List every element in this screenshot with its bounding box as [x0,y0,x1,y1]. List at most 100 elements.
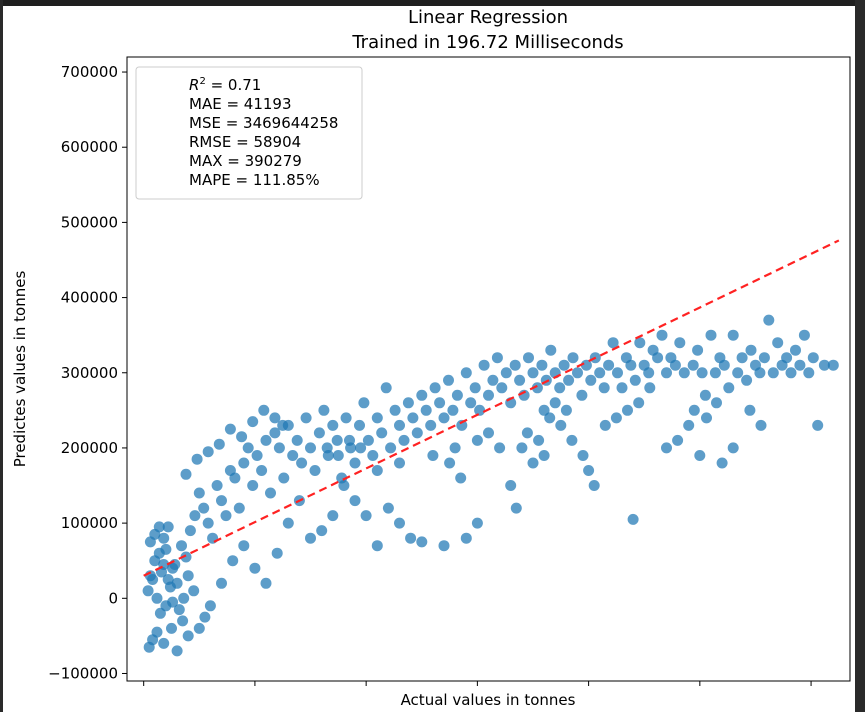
y-tick-label: −100000 [48,664,118,682]
data-point [376,427,388,439]
data-point [216,495,227,507]
data-point [316,525,328,537]
data-point [321,442,333,454]
data-point [405,532,417,544]
data-point [220,510,232,522]
data-point [656,329,668,341]
data-point [560,404,572,416]
metric-mape: MAPE = 111.85% [189,171,320,189]
data-point [238,540,250,552]
data-point [411,427,423,439]
data-point [355,442,367,454]
data-point [544,412,556,424]
data-point [265,487,276,499]
data-point [583,465,595,476]
data-point [193,487,205,499]
data-point [716,457,728,469]
data-point [696,367,708,379]
data-point [371,412,383,424]
data-point [558,359,570,371]
window-top-edge [0,0,865,6]
data-point [538,450,550,461]
data-point [491,352,503,364]
data-point [577,450,589,461]
data-point [332,450,344,461]
data-point [142,585,154,597]
data-point [160,543,172,555]
scatter-points [142,314,839,657]
data-point [434,397,446,409]
data-point [229,472,241,484]
data-point [151,626,163,638]
data-point [527,457,539,469]
data-point [318,404,330,416]
data-point [188,585,200,597]
data-point [688,404,700,416]
metric-max: MAX = 390279 [189,152,302,170]
data-point [798,329,810,341]
data-point [398,434,410,446]
data-point [344,434,355,446]
data-point [572,367,583,379]
data-point [167,596,179,608]
data-point [521,427,533,439]
metric-mae: MAE = 41193 [189,95,292,113]
data-point [427,450,439,461]
data-point [296,457,308,469]
data-point [803,367,815,379]
data-point [683,419,695,431]
metric-rmse: RMSE = 58904 [189,133,301,151]
y-tick-label: 0 [108,589,118,607]
chart-title: Linear Regression [408,7,568,28]
data-point [182,570,194,582]
data-point [269,412,281,424]
data-point [607,337,619,349]
data-point [465,397,477,409]
data-point [727,442,739,454]
data-point [416,536,428,548]
data-point [594,367,606,379]
y-tick-label: 500000 [61,213,118,231]
data-point [291,434,303,446]
data-point [449,442,461,454]
window-right-edge [855,0,865,712]
data-point [487,374,499,386]
data-point [523,352,534,364]
data-point [732,367,744,379]
data-point [236,431,248,443]
data-point [736,352,748,364]
data-point [767,367,779,379]
data-point [256,465,268,476]
metric-r2: R2 = 0.71 [189,76,261,94]
data-point [772,337,784,349]
data-point [385,442,397,454]
data-point [744,404,756,416]
data-point [555,419,567,431]
data-point [566,434,578,446]
data-point [622,404,633,416]
data-point [382,502,394,514]
data-point [812,419,824,431]
data-point [416,389,428,401]
data-point [213,438,225,450]
data-point [827,359,839,371]
data-point [669,359,681,371]
data-point [305,532,316,544]
data-point [394,517,405,529]
data-point [202,517,214,529]
data-point [202,446,214,458]
data-point [300,412,312,424]
data-point [309,465,321,476]
data-point [389,404,401,416]
data-point [471,434,483,446]
y-tick-label: 200000 [61,439,118,457]
data-point [189,510,201,522]
metric-r2-value: = 0.71 [206,76,262,94]
data-point [718,359,730,371]
data-point [287,450,299,461]
data-point [625,359,637,371]
data-point [340,412,352,424]
y-tick-label: 600000 [61,138,118,156]
data-point [394,419,405,431]
y-axis-label: Predictes values in tonnes [11,271,29,468]
